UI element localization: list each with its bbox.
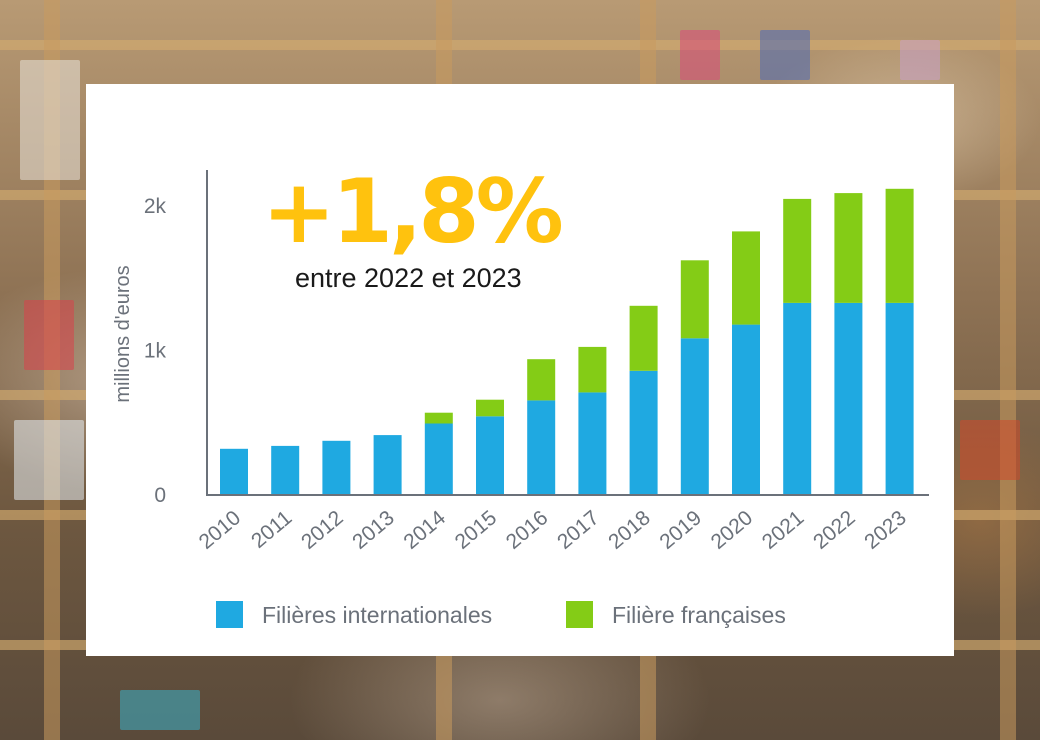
- x-tick-label: 2016: [502, 506, 553, 554]
- bar-2016-series-2: [527, 359, 556, 401]
- bar-2019-series-1: [680, 338, 709, 495]
- x-tick-label: 2011: [247, 506, 296, 553]
- bar-2010-series-1: [220, 448, 248, 495]
- x-ticks-group: 2010 2011 2012 2013 2014 2015 2016 2017 2018 2019…: [195, 506, 911, 554]
- headline-caption: entre 2022 et 2023: [295, 263, 522, 293]
- bars-group: [220, 188, 914, 495]
- bar-2021-series-1: [783, 302, 812, 495]
- x-tick-label: 2020: [707, 506, 758, 554]
- y-tick-label: 2k: [144, 195, 167, 218]
- bar-2014-series-2: [424, 412, 453, 424]
- bar-2021-series-2: [783, 198, 812, 303]
- x-tick-label: 2012: [297, 506, 348, 554]
- headline-value: +1,8%: [262, 160, 562, 263]
- bar-2011-series-1: [271, 445, 300, 495]
- bar-2012-series-1: [322, 440, 351, 495]
- bar-2018-series-2: [629, 305, 658, 371]
- x-tick-label: 2018: [604, 506, 655, 554]
- bar-2016-series-1: [527, 400, 556, 495]
- x-tick-label: 2021: [758, 506, 809, 554]
- bar-2022-series-1: [834, 302, 863, 495]
- bar-2020-series-2: [732, 231, 760, 325]
- legend-swatch-1: [216, 601, 243, 628]
- x-tick-label: 2014: [399, 506, 450, 554]
- bar-2019-series-2: [680, 260, 709, 339]
- x-tick-label: 2015: [451, 506, 502, 554]
- x-tick-label: 2017: [553, 506, 604, 554]
- bar-2017-series-2: [578, 346, 607, 393]
- bar-2022-series-2: [834, 193, 863, 303]
- chart-card: 0 1k 2k 2010 2011 2012 2013 2014 2015 2016 2017 20…: [86, 84, 954, 656]
- x-tick-label: 2010: [195, 506, 246, 554]
- bar-2015-series-1: [476, 416, 504, 495]
- bar-2013-series-1: [373, 435, 402, 495]
- y-ticks-group: 0 1k 2k: [144, 195, 167, 507]
- x-tick-label: 2013: [348, 506, 399, 554]
- bar-2014-series-1: [424, 423, 453, 495]
- legend-swatch-2: [566, 601, 593, 628]
- legend-label-2: Filière françaises: [612, 602, 786, 628]
- legend: Filières internationales Filière français…: [216, 601, 786, 628]
- x-tick-label: 2022: [809, 506, 860, 554]
- bar-2023-series-1: [885, 302, 914, 495]
- y-axis-label: millions d'euros: [112, 265, 134, 402]
- x-tick-label: 2019: [655, 506, 706, 554]
- bar-2015-series-2: [476, 399, 504, 417]
- bar-2023-series-2: [885, 188, 914, 303]
- bar-2018-series-1: [629, 370, 658, 495]
- y-tick-label: 0: [154, 484, 166, 507]
- legend-label-1: Filières internationales: [262, 602, 492, 628]
- bar-2020-series-1: [732, 324, 760, 495]
- y-tick-label: 1k: [144, 340, 167, 363]
- x-tick-label: 2023: [860, 506, 911, 554]
- bar-2017-series-1: [578, 392, 607, 495]
